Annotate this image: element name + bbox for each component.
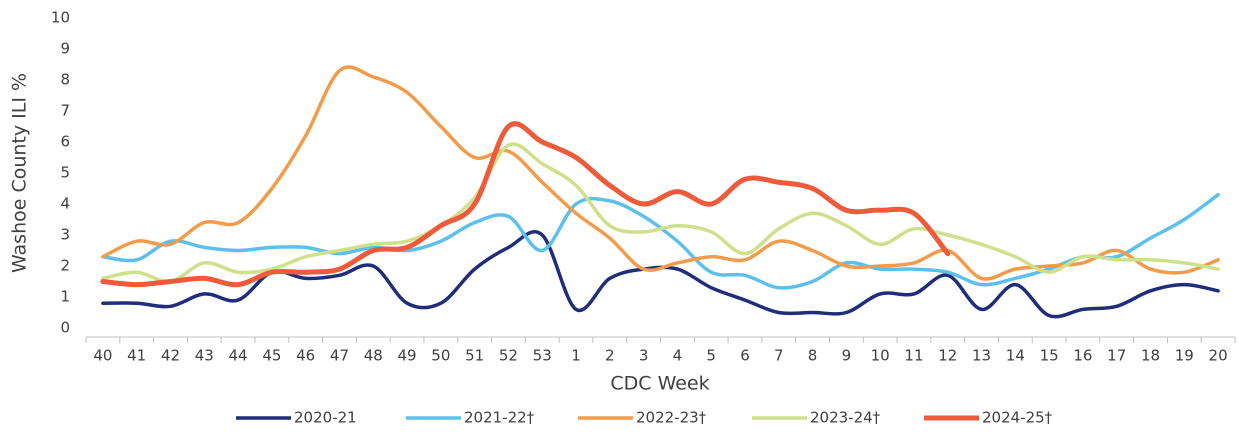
x-tick-label: 43	[195, 347, 214, 365]
x-tick-label: 40	[93, 347, 112, 365]
y-tick-label: 6	[60, 133, 70, 151]
x-tick-label: 48	[364, 347, 383, 365]
x-tick-label: 51	[465, 347, 484, 365]
legend-label: 2020-21	[294, 409, 357, 427]
y-tick-label: 3	[60, 226, 70, 244]
x-tick-label: 11	[904, 347, 923, 365]
x-tick-label: 1	[571, 347, 581, 365]
x-tick-label: 15	[1040, 347, 1059, 365]
legend-label: 2022-23†	[636, 409, 707, 427]
x-tick-label: 44	[229, 347, 248, 365]
x-tick-label: 18	[1141, 347, 1160, 365]
y-tick-label: 8	[60, 71, 70, 89]
x-tick-label: 14	[1006, 347, 1025, 365]
x-tick-label: 46	[296, 347, 315, 365]
x-tick-label: 5	[706, 347, 716, 365]
x-tick-label: 19	[1175, 347, 1194, 365]
x-tick-label: 52	[499, 347, 518, 365]
legend-label: 2023-24†	[810, 409, 881, 427]
y-tick-label: 1	[60, 288, 70, 306]
y-tick-label: 0	[60, 319, 70, 337]
x-tick-label: 49	[397, 347, 416, 365]
x-tick-label: 8	[808, 347, 818, 365]
y-tick-label: 2	[60, 257, 70, 275]
y-tick-label: 4	[60, 195, 70, 213]
x-axis-title: CDC Week	[610, 373, 709, 395]
series-line	[100, 121, 951, 288]
legend-label: 2021-22†	[464, 409, 535, 427]
x-tick-label: 20	[1209, 347, 1228, 365]
x-tick-label: 16	[1073, 347, 1092, 365]
y-tick-label: 10	[51, 9, 70, 27]
x-tick-label: 47	[330, 347, 349, 365]
series-line	[101, 230, 1220, 319]
x-tick-label: 3	[639, 347, 649, 365]
series-line	[101, 142, 1220, 284]
x-tick-label: 2	[605, 347, 615, 365]
x-tick-label: 9	[842, 347, 852, 365]
x-tick-label: 6	[740, 347, 750, 365]
x-tick-label: 42	[161, 347, 180, 365]
x-tick-label: 12	[938, 347, 957, 365]
x-tick-label: 7	[774, 347, 784, 365]
x-tick-label: 45	[262, 347, 281, 365]
x-tick-label: 13	[972, 347, 991, 365]
y-tick-label: 7	[60, 102, 70, 120]
x-tick-label: 17	[1107, 347, 1126, 365]
y-axis-title: Washoe County ILI %	[9, 73, 31, 273]
x-tick-label: 4	[673, 347, 683, 365]
x-tick-label: 50	[431, 347, 450, 365]
y-tick-label: 5	[60, 164, 70, 182]
x-tick-label: 10	[871, 347, 890, 365]
x-tick-label: 53	[533, 347, 552, 365]
legend-label: 2024-25†	[982, 409, 1053, 427]
y-tick-label: 9	[60, 40, 70, 58]
x-tick-label: 41	[127, 347, 146, 365]
